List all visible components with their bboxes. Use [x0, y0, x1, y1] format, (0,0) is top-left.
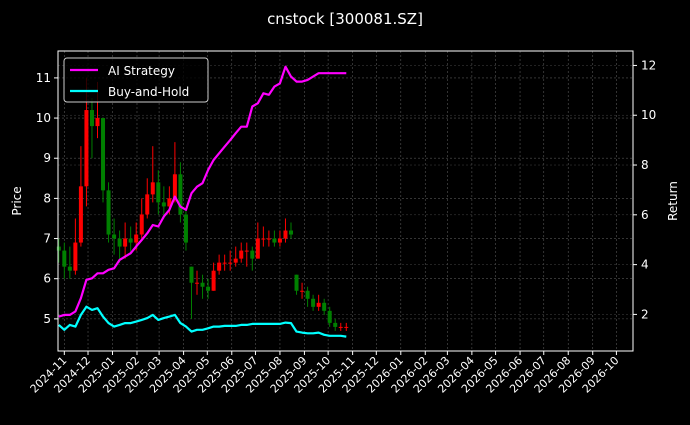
y-axis-right: 2 4 6 8 10 12 — [633, 58, 656, 321]
candle-body — [62, 250, 67, 267]
candle-body — [178, 174, 183, 215]
candle-body — [289, 230, 294, 235]
legend: AI Strategy Buy-and-Hold — [63, 57, 209, 103]
candle-body — [195, 282, 200, 284]
y-tick-label: 7 — [43, 232, 51, 246]
candle-body — [327, 310, 332, 323]
y2-tick-label: 6 — [641, 208, 649, 222]
candle-body — [156, 182, 161, 203]
candle-body — [73, 242, 78, 271]
candle-body — [305, 290, 310, 299]
candle-body — [95, 118, 100, 127]
y2-tick-label: 10 — [641, 108, 656, 122]
candle-body — [78, 186, 83, 243]
y-axis-label: Price — [10, 186, 24, 215]
candle-body — [145, 194, 150, 215]
chart-title: cnstock [300081.SZ] — [267, 10, 423, 28]
y2-tick-label: 2 — [641, 307, 649, 321]
y2-axis-label: Return — [666, 181, 680, 221]
series-lines — [58, 65, 347, 338]
candle-body — [112, 234, 117, 239]
candle-body — [128, 238, 133, 243]
candle-body — [311, 298, 316, 307]
candle-body — [67, 266, 72, 271]
candle-body — [123, 238, 128, 247]
candlesticks — [56, 77, 349, 331]
y-tick-label: 10 — [36, 111, 51, 125]
candle-body — [333, 322, 338, 327]
candle-body — [211, 270, 216, 291]
legend-label-buy-and-hold: Buy-and-Hold — [108, 85, 189, 99]
series-line-buy-and-hold — [58, 305, 347, 338]
legend-box — [63, 57, 209, 103]
candle-body — [117, 238, 122, 247]
candle-body — [106, 190, 111, 235]
candle-body — [277, 238, 282, 243]
candle-body — [244, 250, 249, 252]
y-tick-label: 6 — [43, 272, 51, 286]
candle-body — [316, 302, 321, 307]
candle-body — [84, 110, 89, 187]
y2-tick-label: 12 — [641, 58, 656, 72]
y-tick-label: 8 — [43, 191, 51, 205]
candle-body — [134, 234, 139, 243]
candle-body — [239, 250, 244, 259]
candle-body — [139, 214, 144, 235]
plot-frame — [57, 50, 634, 352]
y-tick-label: 5 — [43, 312, 51, 326]
y-tick-label: 11 — [36, 71, 51, 85]
candle-body — [189, 266, 194, 283]
candle-body — [217, 262, 222, 271]
series-line-ai-strategy — [58, 65, 347, 318]
candle-body — [322, 302, 327, 311]
candle-body — [255, 238, 260, 259]
candle-body — [266, 238, 271, 240]
candle-body — [338, 326, 343, 328]
candle-body — [206, 286, 211, 291]
candle-body — [167, 198, 172, 207]
candle-body — [200, 282, 205, 287]
candle-body — [261, 238, 266, 240]
candle-body — [222, 262, 227, 264]
candle-body — [228, 262, 233, 264]
y2-tick-label: 8 — [641, 158, 649, 172]
legend-label-ai-strategy: AI Strategy — [108, 64, 175, 78]
candle-body — [172, 174, 177, 199]
candle-body — [89, 110, 94, 127]
candle-body — [272, 238, 277, 243]
candle-body — [101, 118, 106, 191]
y-axis-left: 5 6 7 8 9 10 11 — [36, 71, 58, 326]
y-tick-label: 9 — [43, 151, 51, 165]
candle-body — [250, 250, 255, 259]
y2-tick-label: 4 — [641, 258, 649, 272]
candle-body — [161, 202, 166, 207]
candle-body — [233, 258, 238, 263]
candle-body — [183, 214, 188, 243]
candle-body — [150, 182, 155, 195]
candle-body — [344, 326, 349, 328]
candle-body — [283, 230, 288, 239]
candle-body — [294, 274, 299, 291]
candle-body — [56, 246, 61, 251]
candle-body — [300, 290, 305, 292]
